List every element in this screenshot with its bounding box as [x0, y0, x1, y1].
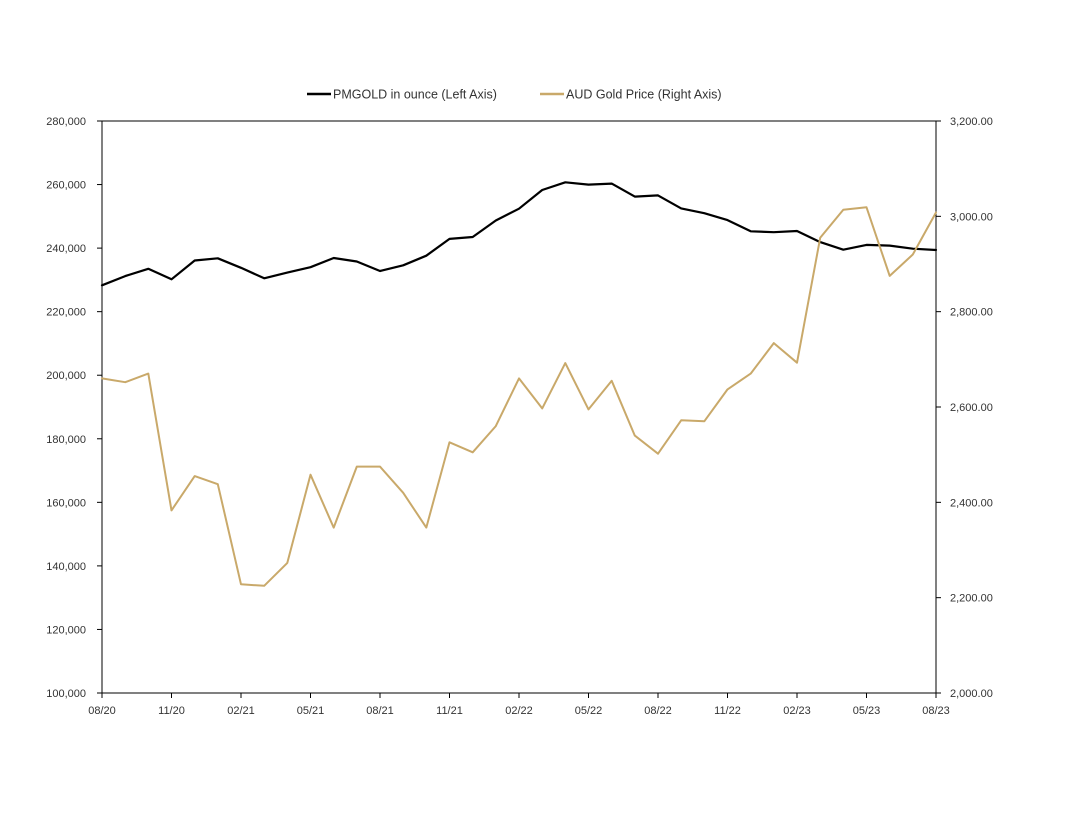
- x-tick-label: 08/21: [366, 705, 394, 717]
- x-tick-label: 11/22: [714, 705, 741, 717]
- left-tick-label: 280,000: [46, 116, 86, 128]
- right-tick-label: 2,000.00: [950, 688, 993, 700]
- left-tick-label: 220,000: [46, 307, 86, 319]
- right-axis-ticks: 2,000.00 2,200.00 2,400.00 2,600.00 2,800.00…: [936, 116, 993, 700]
- left-axis-ticks: 100,000 120,000 140,000 160,000 180,000 200,0…: [46, 116, 102, 700]
- legend-label-pmgold: PMGOLD in ounce (Left Axis): [333, 88, 497, 102]
- left-tick-label: 260,000: [46, 180, 86, 192]
- left-tick-label: 120,000: [46, 624, 86, 636]
- left-tick-label: 180,000: [46, 434, 86, 446]
- x-tick-label: 08/22: [644, 705, 672, 717]
- x-tick-label: 05/23: [853, 705, 881, 717]
- x-tick-label: 02/23: [783, 705, 811, 717]
- legend-label-aud-gold: AUD Gold Price (Right Axis): [566, 88, 722, 102]
- series-line-aud-gold: [101, 206, 937, 587]
- x-tick-label: 05/21: [297, 705, 325, 717]
- left-tick-label: 200,000: [46, 370, 86, 382]
- legend: PMGOLD in ounce (Left Axis) AUD Gold Pri…: [307, 88, 722, 102]
- left-tick-label: 160,000: [46, 497, 86, 509]
- series-layer: [100, 181, 938, 587]
- x-tick-label: 02/22: [505, 705, 533, 717]
- right-tick-label: 3,000.00: [950, 211, 993, 223]
- right-tick-label: 2,400.00: [950, 497, 993, 509]
- x-tick-label: 05/22: [575, 705, 603, 717]
- right-tick-label: 2,200.00: [950, 593, 993, 605]
- x-tick-label: 11/20: [158, 705, 185, 717]
- x-tick-label: 08/20: [88, 705, 116, 717]
- series-line-pmgold: [100, 181, 938, 287]
- x-tick-label: 08/23: [922, 705, 950, 717]
- x-axis-ticks: 08/20 11/20 02/21 05/21 08/21 11/21 02/22 05/22…: [88, 693, 950, 717]
- x-tick-label: 11/21: [436, 705, 463, 717]
- plot-area-frame: [101, 120, 937, 694]
- right-tick-label: 3,200.00: [950, 116, 993, 128]
- right-tick-label: 2,600.00: [950, 402, 993, 414]
- x-tick-label: 02/21: [227, 705, 255, 717]
- left-tick-label: 140,000: [46, 561, 86, 573]
- left-tick-label: 100,000: [46, 688, 86, 700]
- left-tick-label: 240,000: [46, 243, 86, 255]
- right-tick-label: 2,800.00: [950, 307, 993, 319]
